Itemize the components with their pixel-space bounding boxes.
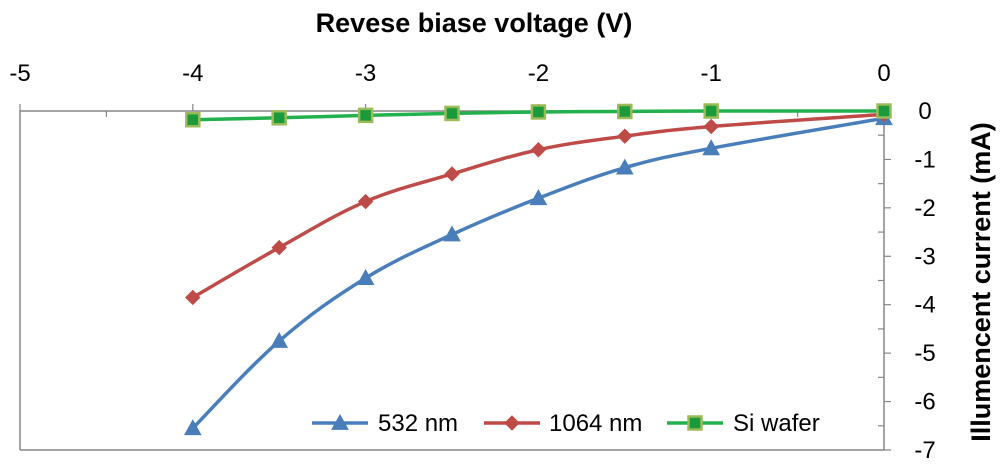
- legend-label: Si wafer: [733, 410, 820, 437]
- series-1064-nm: [185, 106, 892, 306]
- data-point-marker: [703, 103, 719, 119]
- y-tick-label: 0: [918, 98, 931, 125]
- data-point-marker: [271, 239, 287, 256]
- data-point-marker: [530, 104, 547, 120]
- x-tick-label: -2: [528, 60, 549, 87]
- legend-item: Si wafer: [667, 410, 820, 437]
- legend: 532 nm 1064 nm Si wafer: [312, 410, 820, 437]
- data-point-marker: [443, 225, 461, 242]
- y-tick-label: -5: [914, 340, 935, 367]
- y-tick-label: -3: [914, 243, 935, 270]
- y-tick-label: -1: [914, 146, 935, 173]
- legend-marker: [504, 415, 520, 431]
- x-tick-label: -1: [701, 60, 722, 87]
- legend-marker: [331, 413, 349, 430]
- legend-label: 532 nm: [378, 410, 458, 437]
- legend-label: 1064 nm: [549, 410, 642, 437]
- data-point-marker: [444, 166, 460, 182]
- x-tick-label: -4: [182, 60, 203, 87]
- series-layer: [183, 103, 893, 436]
- x-tick-label: -3: [355, 60, 376, 87]
- data-point-marker: [357, 193, 374, 210]
- data-point-marker: [270, 332, 289, 348]
- data-point-marker: [356, 269, 375, 285]
- data-point-marker: [185, 111, 201, 128]
- data-point-marker: [444, 105, 460, 122]
- x-tick-label: 0: [877, 60, 890, 87]
- x-axis-title: Revese biase voltage (V): [316, 8, 633, 38]
- y-tick-label: -7: [914, 437, 935, 464]
- data-point-marker: [530, 142, 547, 158]
- data-point-marker: [183, 419, 202, 436]
- series-line: [191, 116, 885, 430]
- data-point-marker: [615, 158, 634, 175]
- legend-item: 532 nm: [312, 410, 458, 437]
- series-line: [191, 112, 885, 299]
- data-point-marker: [271, 110, 287, 126]
- data-point-marker: [185, 289, 201, 306]
- y-tick-label: -2: [914, 195, 935, 222]
- axes: -5 -4 -3 -2 -1 0 0 -1 -2 -3 -4 -5 -6 -7: [9, 60, 935, 464]
- legend-item: 1064 nm: [484, 410, 642, 437]
- x-tick-label: -5: [9, 60, 30, 87]
- data-point-marker: [876, 103, 892, 119]
- y-tick-label: -4: [914, 292, 935, 319]
- series-532-nm: [183, 109, 893, 436]
- legend-marker: [687, 415, 703, 431]
- data-point-marker: [703, 118, 719, 135]
- data-point-marker: [357, 107, 374, 124]
- data-point-marker: [617, 128, 633, 144]
- data-point-marker: [702, 139, 721, 156]
- data-point-marker: [617, 103, 633, 120]
- y-tick-label: -6: [914, 389, 935, 416]
- series-si-wafer: [185, 103, 892, 128]
- data-point-marker: [529, 189, 548, 206]
- y-axis-title: Illumencent current (mA): [966, 122, 996, 442]
